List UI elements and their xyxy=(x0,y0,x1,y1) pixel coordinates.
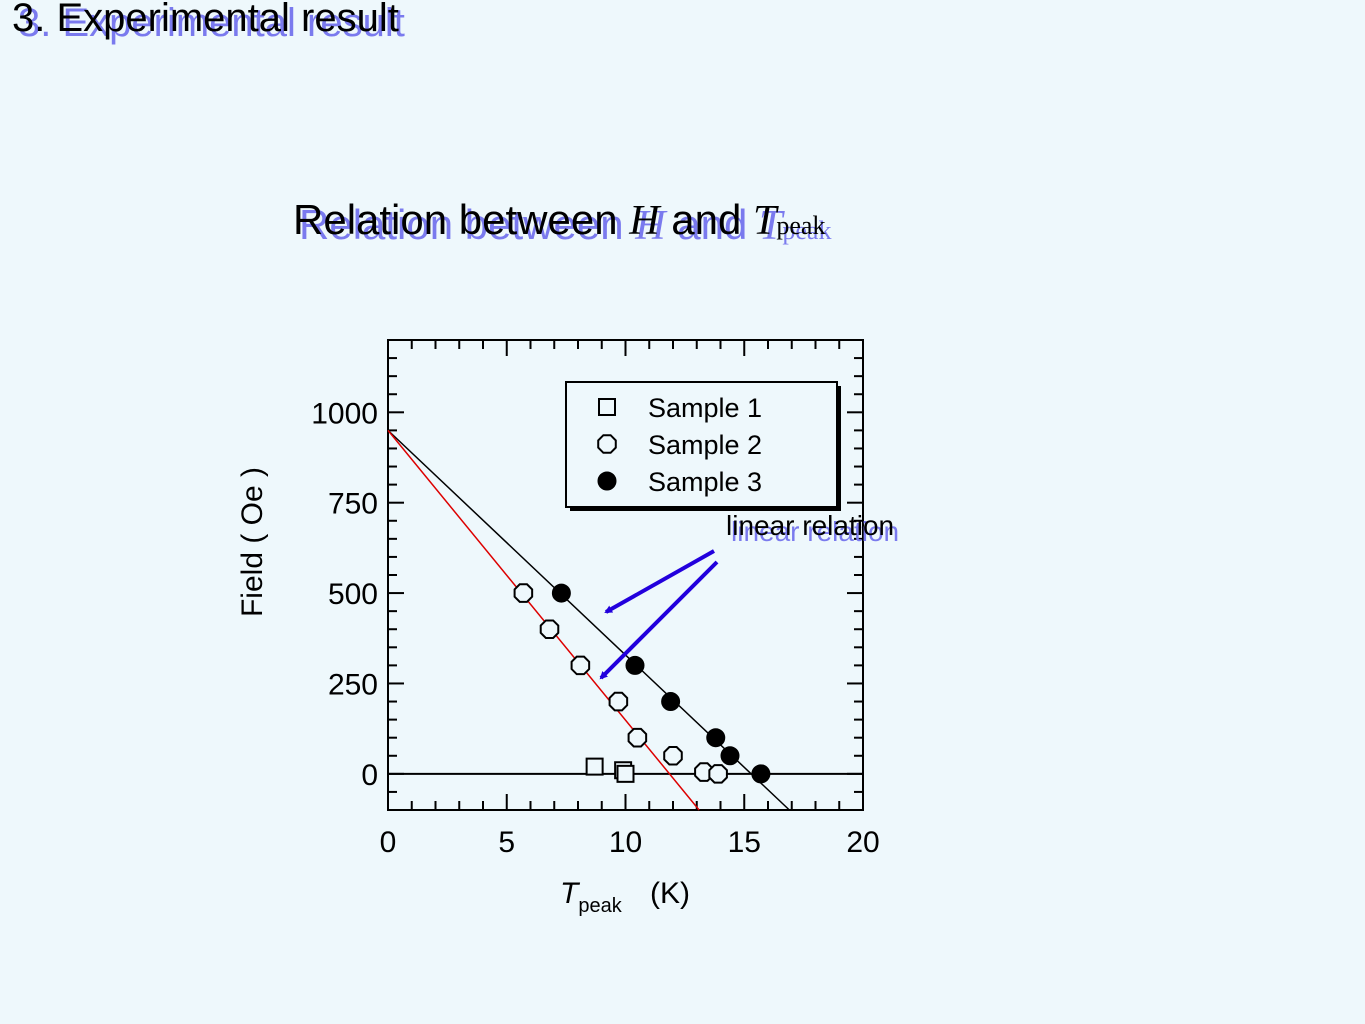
x-tick-label: 10 xyxy=(609,826,642,859)
marker-circle xyxy=(551,583,571,603)
x-tick-label: 5 xyxy=(498,826,515,859)
marker-circle xyxy=(706,728,726,748)
slide-title: 3. Experimental result xyxy=(12,0,399,40)
chart-title: Relation between H and Tpeak xyxy=(293,196,825,245)
legend-label: Sample 3 xyxy=(648,467,762,497)
marker-hexagon xyxy=(608,691,629,712)
marker-hexagon xyxy=(663,745,683,766)
title-symbol: H xyxy=(629,198,660,244)
marker-hexagon xyxy=(694,762,714,782)
title-subscript: peak xyxy=(776,211,826,240)
marker-square xyxy=(585,757,604,776)
y-tick-label: 0 xyxy=(361,759,378,792)
y-tick-label: 1000 xyxy=(311,397,378,430)
y-tick-label: 750 xyxy=(328,488,378,521)
title-text: Relation between xyxy=(293,196,630,243)
legend-marker xyxy=(597,471,617,491)
title-symbol: T xyxy=(753,198,777,244)
marker-hexagon xyxy=(539,619,560,640)
y-axis-label: Field ( Oe ) xyxy=(236,467,269,617)
x-axis-unit: (K) xyxy=(650,877,690,910)
marker-circle xyxy=(720,746,740,766)
x-tick-label: 15 xyxy=(728,826,761,859)
x-axis-symbol: T xyxy=(560,877,581,910)
title-text: and xyxy=(659,196,753,243)
x-tick-label: 0 xyxy=(380,826,397,859)
legend-label: Sample 1 xyxy=(648,393,762,423)
y-tick-label: 500 xyxy=(328,578,378,611)
marker-circle xyxy=(661,692,681,712)
annotation-arrow xyxy=(599,560,719,680)
legend-marker xyxy=(597,434,617,454)
fit-line xyxy=(387,429,790,811)
fit-line xyxy=(387,429,700,811)
marker-hexagon xyxy=(513,583,534,603)
marker-square xyxy=(616,764,635,783)
x-axis-label: Tpeak (K) xyxy=(560,877,690,917)
legend-label: Sample 2 xyxy=(648,430,762,460)
marker-hexagon xyxy=(570,655,591,676)
annotation-shadow: linear relation xyxy=(731,516,899,547)
y-tick-label: 250 xyxy=(328,668,378,701)
marker-hexagon xyxy=(708,764,728,784)
legend-marker xyxy=(598,398,616,416)
x-axis-subscript: peak xyxy=(578,895,622,917)
marker-hexagon xyxy=(627,727,648,748)
x-tick-label: 20 xyxy=(846,826,879,859)
annotation: linear relation xyxy=(726,510,894,541)
marker-circle xyxy=(751,764,771,784)
marker-circle xyxy=(625,655,645,675)
annotation-arrow xyxy=(604,549,715,614)
